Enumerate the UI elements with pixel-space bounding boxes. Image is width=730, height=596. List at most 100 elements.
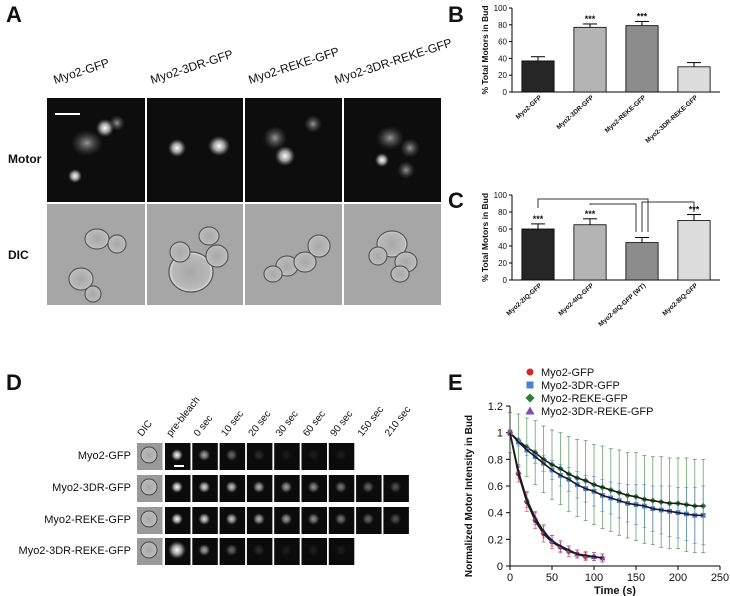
bud-signal: [252, 481, 265, 493]
bud-signal: [280, 481, 293, 493]
cell: [368, 246, 388, 266]
y-tick-label: 0.2: [488, 534, 503, 546]
bud-signal: [225, 481, 238, 493]
y-tick-label: 0: [503, 88, 508, 97]
row-label: Motor: [8, 152, 42, 166]
column-label: Myo2-3DR-REKE-GFP: [333, 36, 454, 87]
y-tick-label: 60: [498, 38, 507, 47]
column-label: 210 sec: [383, 404, 413, 438]
cell: [169, 241, 191, 263]
cell: [307, 234, 331, 258]
column-label: 60 sec: [301, 409, 328, 439]
bud-signal: [307, 544, 320, 556]
y-axis-label: % Total Motors in Bud: [480, 5, 490, 94]
x-tick-label: Myo2-GFP: [515, 94, 544, 121]
bud-signal: [334, 544, 347, 556]
bud-signal: [225, 513, 238, 525]
bud-signal: [171, 481, 183, 493]
row-label: Myo2-GFP: [78, 450, 131, 462]
fluorescent-cell: [275, 146, 295, 166]
bud-signal: [307, 513, 320, 525]
x-tick-label: 200: [669, 572, 687, 584]
x-tick-label: 150: [627, 572, 645, 584]
cell: [84, 228, 110, 250]
legend-label: Myo2-3DR-REKE-GFP: [541, 406, 653, 418]
fluorescent-cell: [68, 169, 82, 183]
significance-label: ***: [533, 214, 544, 224]
fit-curve: [509, 432, 603, 559]
fit-curve: [509, 432, 603, 559]
bud-signal: [168, 541, 186, 559]
x-tick-label: 100: [585, 572, 603, 584]
data-point: [506, 429, 514, 436]
column-label: Myo2-3DR-GFP: [149, 47, 235, 87]
fluorescent-cell: [168, 139, 186, 157]
bar: [573, 26, 607, 93]
y-tick-label: 0.6: [488, 481, 503, 493]
bud-signal: [280, 544, 293, 556]
legend-marker: [525, 406, 535, 415]
x-tick-label: Myo2-6IQ-GFP (WT): [597, 282, 647, 328]
bud-signal: [252, 544, 265, 556]
y-axis-label: % Total Motors in Bud: [480, 193, 490, 282]
y-tick-label: 1: [497, 428, 503, 440]
cell: [140, 478, 158, 496]
column-label: 20 sec: [247, 409, 274, 439]
bud-signal: [362, 513, 375, 525]
fluorescent-cell: [376, 126, 404, 150]
bud-signal: [225, 544, 238, 556]
y-axis-label: Normalized Motor Intensity in Bud: [464, 415, 475, 577]
bud-signal: [252, 449, 265, 461]
fluorescent-cell: [208, 136, 230, 156]
legend-marker: [526, 368, 534, 376]
y-tick-label: 0: [503, 276, 508, 285]
panel-letter: D: [6, 370, 22, 395]
bar: [677, 220, 711, 281]
legend-label: Myo2-3DR-GFP: [541, 380, 620, 392]
bud-signal: [334, 481, 347, 493]
bud-signal: [198, 449, 211, 461]
bud-signal: [280, 449, 293, 461]
row-label: Myo2-3DR-GFP: [52, 482, 131, 494]
cell: [68, 267, 94, 291]
x-tick-label: Myo2-3DR-GFP: [555, 94, 595, 131]
y-tick-label: 1.2: [488, 401, 503, 413]
legend-label: Myo2-GFP: [541, 367, 594, 379]
bud-signal: [198, 513, 211, 525]
cell: [293, 251, 317, 273]
bar: [521, 228, 555, 281]
column-label: 150 sec: [356, 404, 386, 438]
bar: [625, 242, 659, 281]
dic-image: [245, 204, 342, 305]
bar: [573, 224, 607, 281]
y-tick-label: 20: [498, 71, 507, 80]
bud-signal: [389, 481, 402, 493]
bud-signal: [307, 449, 320, 461]
micrographs: [47, 98, 441, 565]
panel-letter: E: [448, 370, 463, 395]
fluorescent-cell: [71, 130, 103, 156]
y-tick-label: 20: [498, 259, 507, 268]
bar: [677, 66, 711, 93]
panel-letter: B: [448, 2, 464, 27]
y-tick-label: 40: [498, 242, 507, 251]
panel-letter: C: [448, 188, 464, 213]
x-tick-label: Myo2-4IQ-GFP: [557, 282, 595, 318]
bud-signal: [198, 544, 211, 556]
fluorescent-cell: [304, 115, 322, 133]
y-tick-label: 80: [498, 208, 507, 217]
bud-signal: [252, 513, 265, 525]
bar: [625, 25, 659, 93]
fluorescent-cell: [263, 126, 287, 150]
bud-signal: [225, 449, 238, 461]
column-label: Myo2-REKE-GFP: [247, 44, 341, 87]
bud-signal: [198, 481, 211, 493]
cell: [263, 265, 283, 283]
cell: [205, 244, 229, 268]
y-tick-label: 60: [498, 225, 507, 234]
bud-signal: [389, 513, 402, 525]
y-tick-label: 0.4: [488, 508, 503, 520]
x-tick-label: 0: [507, 572, 513, 584]
x-axis-label: Time (s): [594, 585, 636, 596]
y-tick-label: 80: [498, 21, 507, 30]
